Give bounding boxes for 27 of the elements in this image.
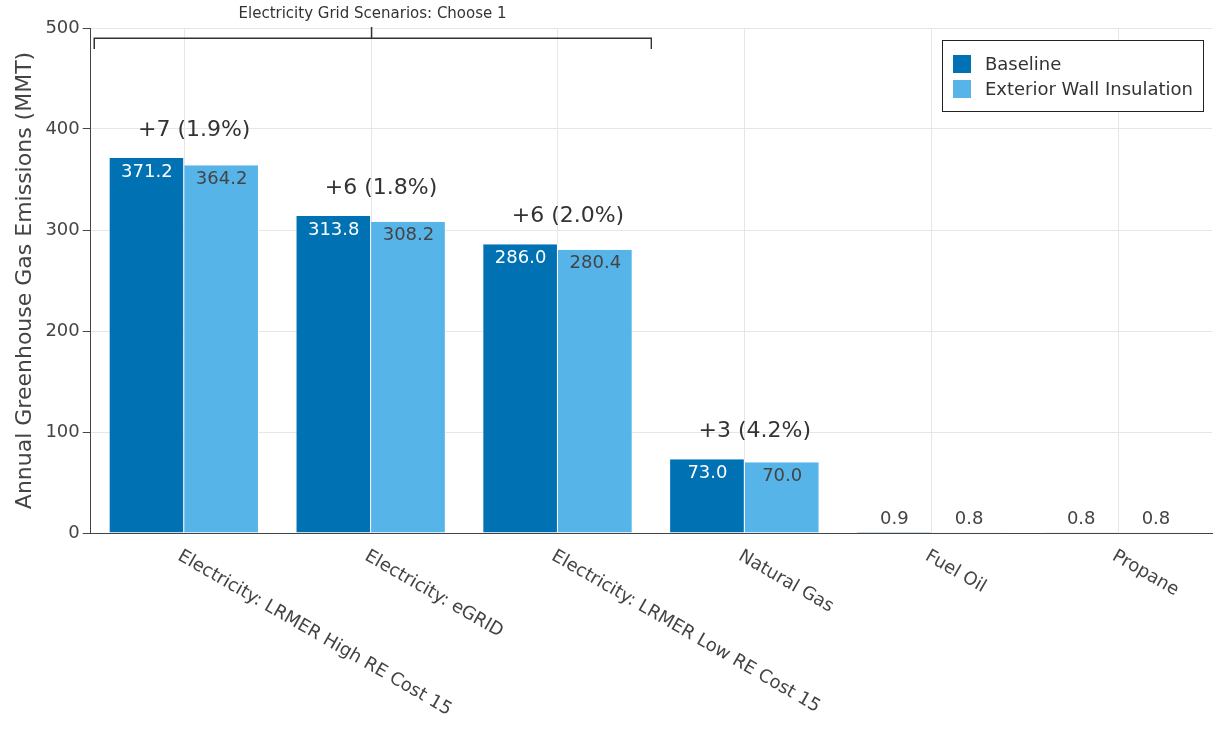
data-label: 70.0	[762, 463, 803, 485]
data-label: 313.8	[307, 217, 360, 239]
data-label: 0.8	[1066, 506, 1096, 528]
x-tick-label: Fuel Oil	[922, 544, 991, 596]
y-tick-label: 500	[45, 15, 80, 37]
annotation: +6 (1.8%)	[324, 173, 438, 199]
data-label: 286.0	[494, 245, 547, 267]
y-tick-label: 200	[45, 318, 80, 340]
annotation: +6 (2.0%)	[511, 201, 625, 227]
data-label: 280.4	[569, 251, 622, 273]
data-label: 371.2	[121, 159, 173, 181]
legend-label: Exterior Wall Insulation	[984, 78, 1193, 99]
data-label: 0.8	[954, 506, 984, 528]
annotation: +7 (1.9%)	[137, 115, 251, 141]
y-tick-label: 0	[68, 520, 80, 542]
annotation: +3 (4.2%)	[698, 416, 812, 442]
y-tick-label: 100	[45, 419, 80, 441]
data-label: 73.0	[687, 460, 728, 482]
text: Electricity Grid Scenarios: Choose 1	[238, 4, 507, 22]
data-label: 0.8	[1141, 506, 1171, 528]
y-tick-label: 300	[45, 217, 80, 239]
data-label: 364.2	[195, 166, 248, 188]
y-axis-title: Annual Greenhouse Gas Emissions (MMT)	[10, 51, 36, 510]
y-tick-label: 400	[45, 116, 80, 138]
data-label: 308.2	[382, 223, 435, 245]
legend-label: Baseline	[984, 53, 1062, 74]
data-label: 0.9	[879, 506, 909, 528]
